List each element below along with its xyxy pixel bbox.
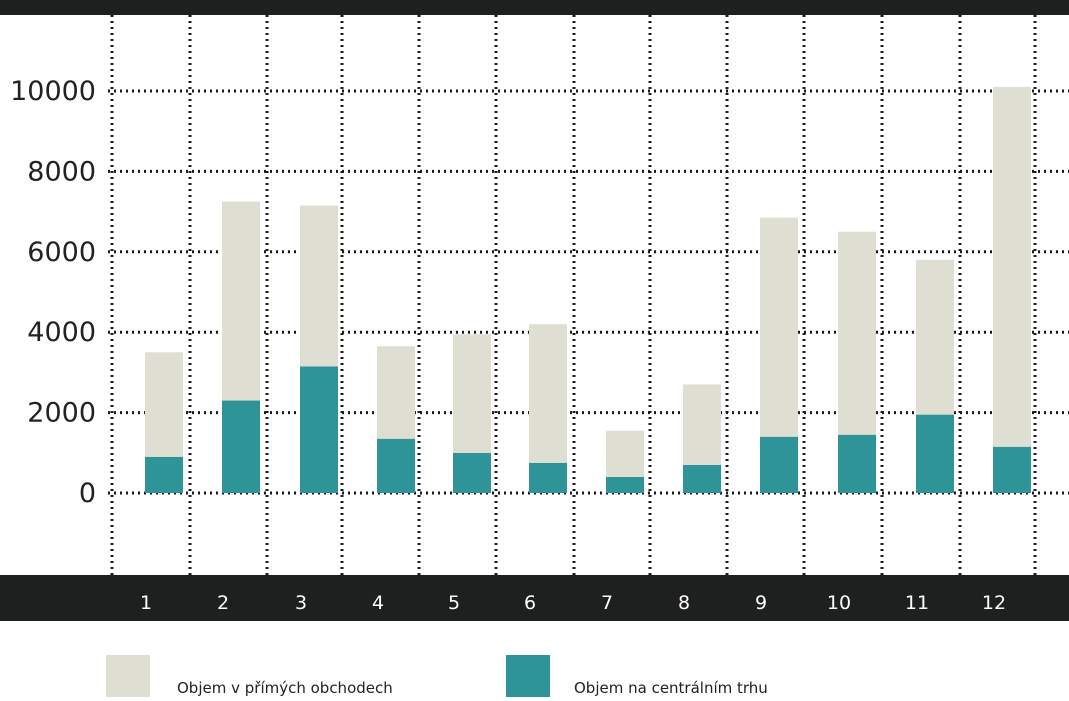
x-tick-label: 1 [140, 592, 152, 614]
legend-label-direct: Objem v přímých obchodech [177, 679, 393, 697]
bar-central-market [683, 464, 721, 493]
x-tick-label: 9 [755, 592, 767, 614]
y-tick-label: 8000 [27, 156, 96, 187]
bar-central-market [838, 434, 876, 493]
y-axis-ticks: 0 2000 4000 6000 8000 10000 [10, 76, 96, 509]
legend: Objem v přímých obchodech Objem na centr… [0, 655, 1069, 701]
y-tick-label: 4000 [27, 317, 96, 348]
x-tick-label: 10 [827, 592, 851, 614]
bar-direct-trades [222, 201, 260, 401]
x-tick-label: 7 [601, 592, 613, 614]
bar-central-market [529, 462, 567, 493]
bar-central-market [222, 400, 260, 493]
y-tick-label: 6000 [27, 237, 96, 268]
grid [108, 15, 1069, 578]
bar-central-market [916, 414, 954, 493]
top-band [0, 0, 1069, 15]
y-tick-label: 0 [79, 478, 96, 509]
legend-label-central: Objem na centrálním trhu [574, 679, 768, 697]
x-tick-label: 5 [448, 592, 460, 614]
bar-direct-trades [683, 384, 721, 465]
bar-central-market [377, 438, 415, 493]
bar-direct-trades [760, 217, 798, 437]
bar-central-market [993, 446, 1031, 493]
x-tick-label: 11 [905, 592, 929, 614]
bar-central-market [760, 436, 798, 493]
x-axis-ticks: 1 2 3 4 5 6 7 8 9 10 11 12 [140, 592, 1006, 614]
x-tick-label: 4 [372, 592, 384, 614]
bar-direct-trades [377, 346, 415, 439]
y-tick-label: 2000 [27, 398, 96, 429]
bars [145, 86, 1031, 493]
legend-swatch-direct [106, 655, 150, 697]
x-tick-label: 3 [295, 592, 307, 614]
bar-central-market [606, 476, 644, 493]
bar-central-market [145, 456, 183, 493]
bar-central-market [453, 452, 491, 493]
bar-direct-trades [529, 324, 567, 463]
legend-swatch-central [506, 655, 550, 697]
x-tick-label: 8 [678, 592, 690, 614]
bar-direct-trades [916, 259, 954, 415]
bar-direct-trades [993, 86, 1031, 447]
x-tick-label: 2 [217, 592, 229, 614]
bar-direct-trades [453, 334, 491, 453]
x-tick-label: 12 [982, 592, 1006, 614]
bar-direct-trades [300, 205, 338, 367]
bar-direct-trades [145, 352, 183, 457]
bar-direct-trades [838, 231, 876, 435]
y-tick-label: 10000 [10, 76, 96, 107]
bar-direct-trades [606, 430, 644, 477]
x-axis-band [0, 575, 1069, 621]
bar-central-market [300, 366, 338, 493]
x-tick-label: 6 [524, 592, 536, 614]
